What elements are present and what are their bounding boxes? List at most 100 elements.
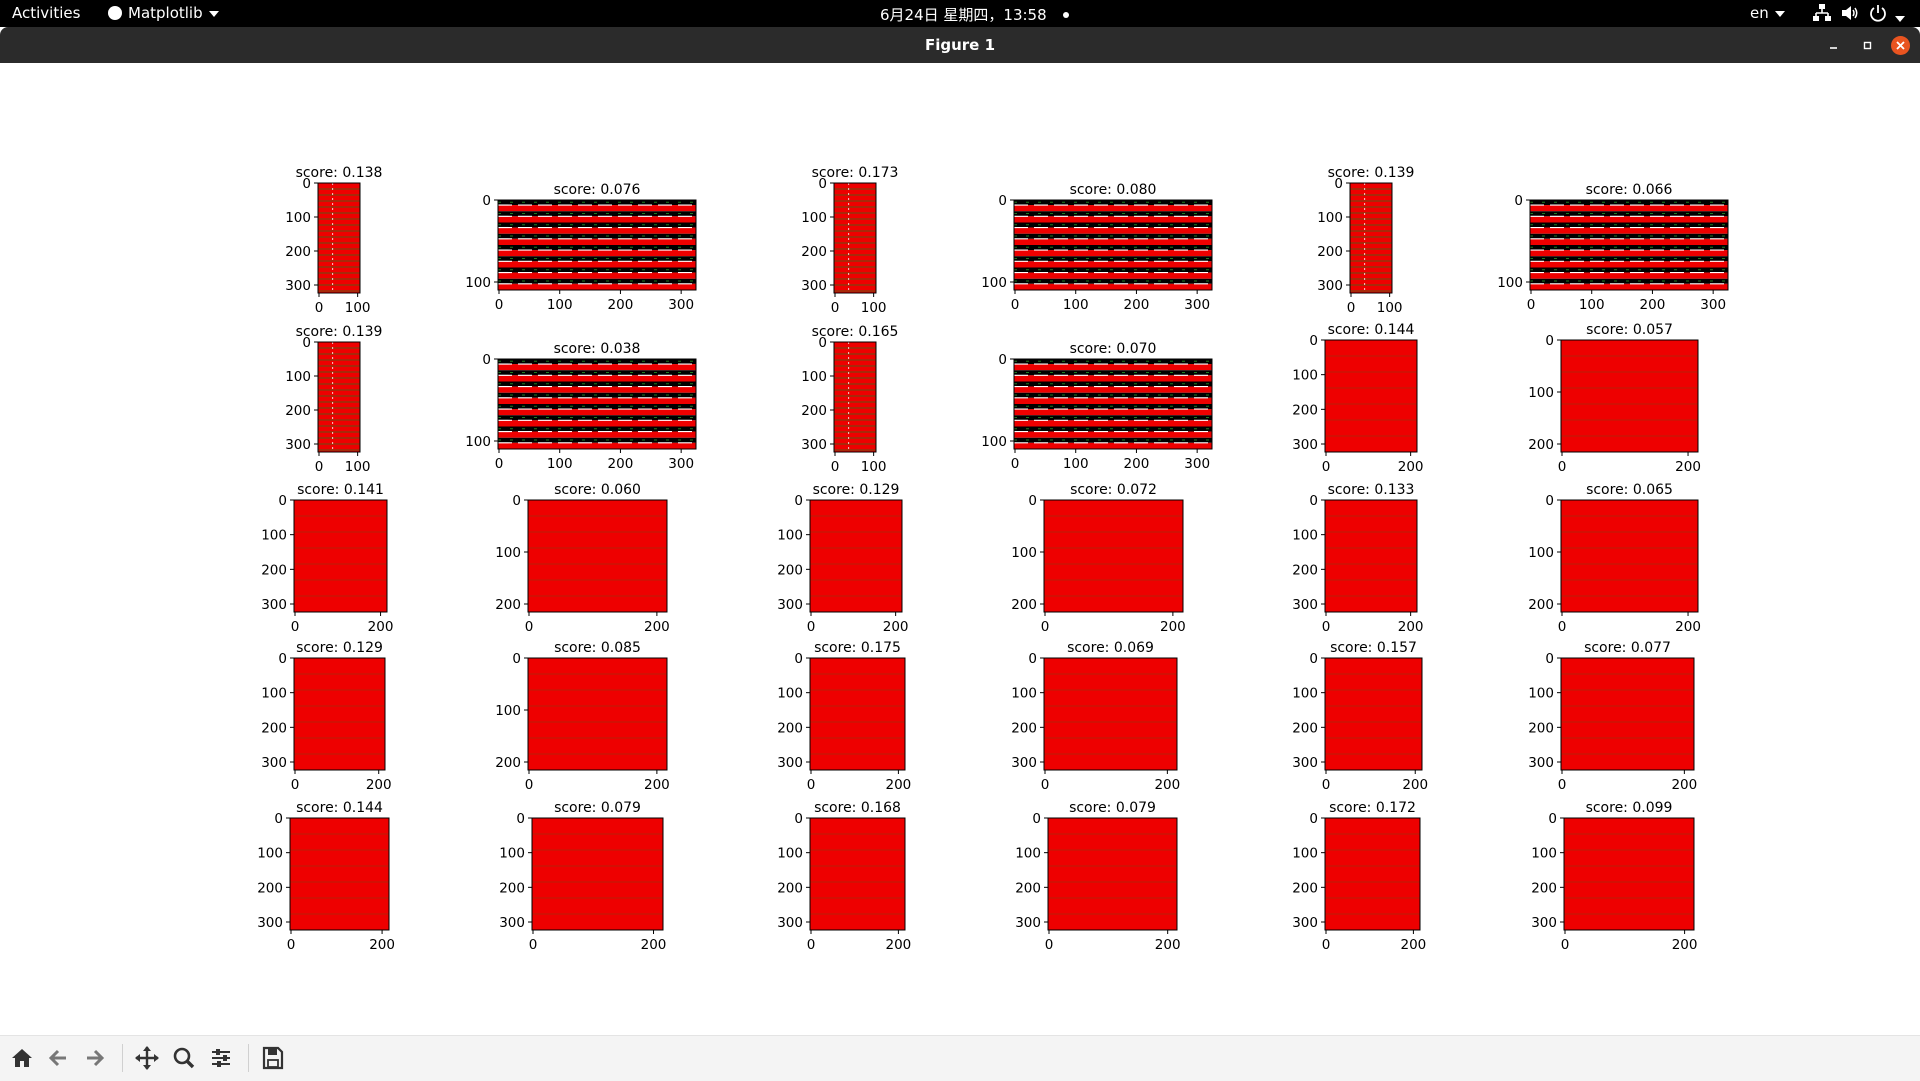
axes-frame — [527, 657, 668, 771]
image-fill — [528, 658, 667, 770]
toolbar-separator — [122, 1044, 123, 1072]
x-tick-label: 0 — [831, 300, 840, 316]
x-tick-label: 300 — [668, 456, 694, 472]
pan-button[interactable] — [133, 1045, 161, 1071]
x-tick-label: 300 — [1700, 297, 1726, 313]
home-button[interactable] — [8, 1045, 36, 1071]
x-tick-label: 0 — [1011, 456, 1020, 472]
save-icon — [262, 1046, 284, 1070]
y-tick-label: 200 — [285, 403, 311, 419]
subplot-title: score: 0.085 — [554, 640, 641, 656]
image-fill — [834, 183, 876, 293]
y-tick-label: 100 — [1011, 686, 1037, 702]
app-menu[interactable]: Matplotlib — [108, 4, 219, 22]
x-tick-label: 200 — [1675, 619, 1701, 635]
y-tick-label: 0 — [1309, 811, 1318, 827]
y-tick-label: 0 — [1309, 333, 1318, 349]
chevron-down-icon — [1774, 10, 1785, 17]
image-band — [1014, 386, 1212, 393]
zoom-button[interactable] — [170, 1045, 198, 1071]
y-tick-label: 200 — [1528, 597, 1554, 613]
y-tick-label: 300 — [257, 915, 283, 931]
y-tick-label: 100 — [1531, 846, 1557, 862]
image-band — [1530, 238, 1728, 245]
x-tick-label: 0 — [315, 459, 324, 475]
y-tick-label: 0 — [818, 335, 827, 351]
image-band — [1014, 205, 1212, 212]
y-tick-label: 200 — [1292, 720, 1318, 736]
configure-subplots-button[interactable] — [207, 1045, 235, 1071]
y-tick-label: 0 — [302, 335, 311, 351]
minimize-button[interactable] — [1824, 36, 1843, 55]
x-tick-label: 200 — [1640, 297, 1666, 313]
image-band — [1530, 227, 1728, 234]
figure-canvas[interactable]: score: 0.138 0 100 200 300 0 100 score: 0.076 0 1… — [0, 63, 1920, 1035]
x-tick-label: 0 — [1558, 619, 1567, 635]
y-tick-label: 100 — [1292, 846, 1318, 862]
x-tick-label: 300 — [1184, 297, 1210, 313]
y-tick-label: 300 — [1528, 755, 1554, 771]
image-fill — [810, 818, 905, 930]
x-tick-label: 0 — [529, 937, 538, 953]
y-tick-label: 200 — [1011, 597, 1037, 613]
activities-button[interactable]: Activities — [12, 4, 81, 22]
image-band — [1014, 364, 1212, 371]
y-tick-label: 100 — [1011, 545, 1037, 561]
axes-frame — [1324, 657, 1423, 771]
x-tick-label: 0 — [1561, 937, 1570, 953]
image-fill — [834, 342, 876, 452]
subplot-title: score: 0.070 — [1070, 341, 1157, 357]
power-icon[interactable] — [1868, 3, 1905, 27]
image-band — [1014, 397, 1212, 404]
language-menu[interactable]: en — [1750, 4, 1785, 22]
volume-icon[interactable] — [1840, 3, 1860, 27]
subplot-title: score: 0.066 — [1586, 182, 1673, 198]
y-tick-label: 0 — [1028, 493, 1037, 509]
window-title-bar[interactable]: Figure 1 — [0, 27, 1920, 63]
close-button[interactable] — [1891, 36, 1910, 55]
x-tick-label: 0 — [807, 937, 816, 953]
network-icon[interactable] — [1812, 3, 1832, 27]
image-band — [1014, 238, 1212, 245]
subplot-title: score: 0.172 — [1329, 800, 1416, 816]
forward-button[interactable] — [81, 1045, 109, 1071]
y-tick-label: 0 — [274, 811, 283, 827]
y-tick-label: 200 — [261, 562, 287, 578]
x-tick-label: 0 — [807, 619, 816, 635]
maximize-button[interactable] — [1858, 36, 1877, 55]
image-band — [1530, 261, 1728, 268]
x-tick-label: 200 — [1671, 777, 1697, 793]
y-tick-label: 200 — [1292, 880, 1318, 896]
x-tick-label: 200 — [644, 619, 670, 635]
y-tick-label: 0 — [1545, 333, 1554, 349]
x-tick-label: 100 — [861, 459, 887, 475]
x-tick-label: 0 — [807, 777, 816, 793]
y-tick-label: 0 — [302, 176, 311, 192]
x-tick-label: 100 — [861, 300, 887, 316]
y-tick-label: 200 — [801, 244, 827, 260]
y-tick-label: 0 — [516, 811, 525, 827]
image-fill — [294, 658, 385, 770]
axes-frame — [833, 341, 877, 453]
axes-frame — [1043, 657, 1178, 771]
axes-frame — [1349, 182, 1393, 294]
x-tick-label: 200 — [608, 456, 634, 472]
back-button[interactable] — [44, 1045, 72, 1071]
maximize-icon — [1863, 41, 1872, 50]
y-tick-label: 300 — [499, 915, 525, 931]
image-fill — [1325, 658, 1422, 770]
minimize-icon — [1830, 47, 1837, 49]
x-tick-label: 200 — [883, 619, 909, 635]
subplot-title: score: 0.077 — [1584, 640, 1671, 656]
image-band — [1014, 227, 1212, 234]
image-band — [1014, 442, 1212, 449]
y-tick-label: 200 — [495, 597, 521, 613]
clock[interactable]: 6月24日 星期四，13:58 — [880, 4, 1070, 25]
y-tick-label: 100 — [1292, 368, 1318, 384]
save-button[interactable] — [259, 1045, 287, 1071]
x-tick-label: 200 — [1124, 297, 1150, 313]
